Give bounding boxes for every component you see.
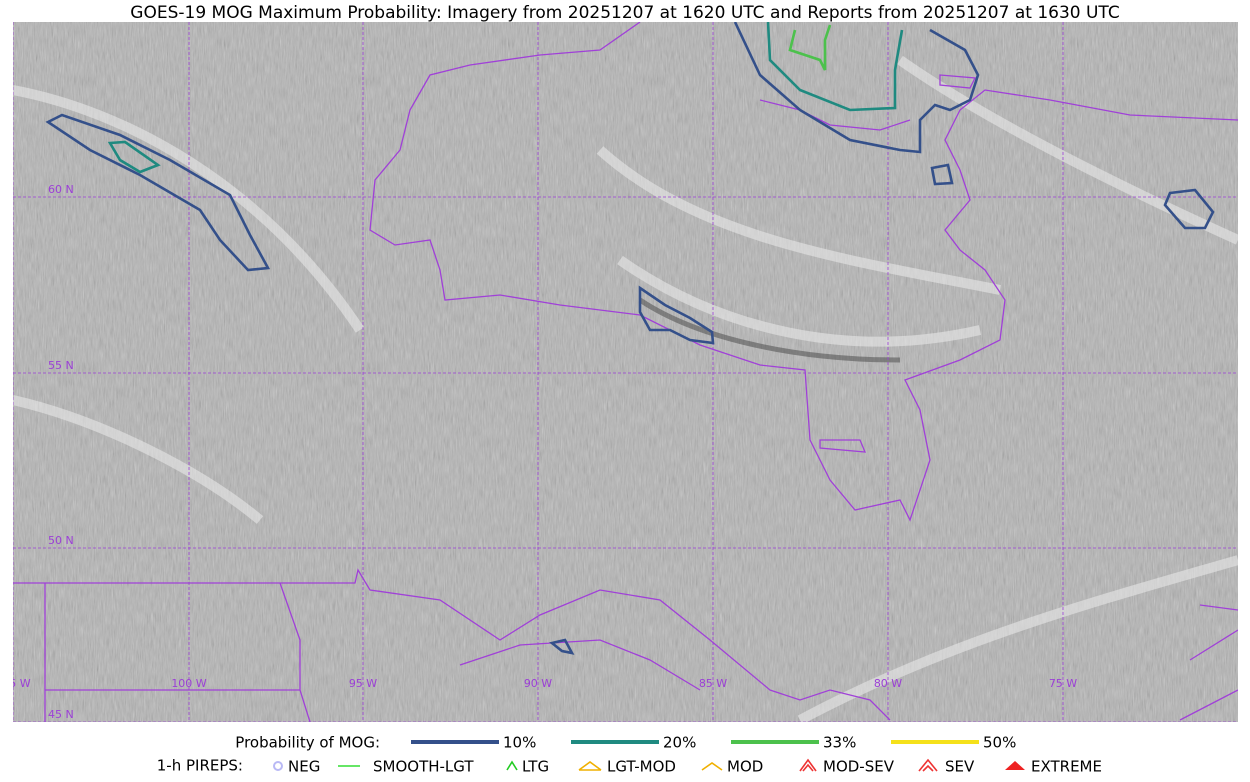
pirep-icon	[273, 761, 283, 771]
contour-10	[638, 285, 715, 345]
pirep-icon	[799, 758, 817, 772]
lat-label: 50 N	[48, 534, 74, 547]
legend: Probability of MOG: 10% 20% 33% 50% 1-h PIREP…	[157, 734, 1102, 776]
coastlines	[13, 22, 1238, 722]
title: GOES-19 MOG Maximum Probability: Imagery…	[130, 3, 1119, 23]
lon-label: 100 W	[171, 677, 206, 690]
contour-33	[788, 24, 832, 71]
coastline	[369, 22, 1238, 522]
contour-20	[107, 140, 161, 174]
legend-label: MOD	[727, 758, 763, 776]
pirep-icon	[506, 760, 518, 771]
lat-label: 55 N	[48, 359, 74, 372]
legend-label: NEG	[288, 758, 320, 776]
pirep-icon	[1005, 761, 1025, 770]
probability-contours	[45, 22, 1215, 655]
contour-10	[733, 22, 980, 154]
legend-label: 50%	[983, 734, 1016, 752]
pirep-icon	[578, 761, 602, 771]
coastline	[759, 74, 977, 453]
legend-label: 10%	[503, 734, 536, 752]
legend-label: EXTREME	[1031, 758, 1102, 776]
legend-label: MOD-SEV	[823, 758, 895, 776]
legend-heading: 1-h PIREPS:	[157, 757, 243, 775]
legend-label: 20%	[663, 734, 696, 752]
legend-label: SMOOTH-LGT	[373, 758, 474, 776]
lon-label: 105 W	[0, 677, 31, 690]
lon-label: 90 W	[524, 677, 552, 690]
map: 60 N 55 N 50 N 45 N 105 W 100 W 95 W 90 W 85 W 80…	[0, 22, 1238, 722]
contour-10	[549, 638, 575, 655]
legend-label: SEV	[945, 758, 975, 776]
contour-10	[45, 113, 271, 272]
pirep-icon	[701, 762, 723, 771]
lon-label: 85 W	[699, 677, 727, 690]
lon-label: 75 W	[1049, 677, 1077, 690]
cloud-band	[13, 55, 1238, 722]
pirep-icon	[918, 758, 938, 772]
contour-20	[766, 22, 904, 112]
lon-label: 80 W	[874, 677, 902, 690]
contour-10	[930, 163, 954, 186]
legend-label: LTG	[522, 758, 549, 776]
legend-heading: Probability of MOG:	[235, 734, 380, 752]
border	[13, 568, 1238, 722]
legend-label: LGT-MOD	[607, 758, 676, 776]
lon-label: 95 W	[349, 677, 377, 690]
graticule	[13, 22, 1238, 722]
map-labels: 60 N 55 N 50 N 45 N 105 W 100 W 95 W 90 W 85 W 80…	[0, 183, 1077, 721]
lat-label: 45 N	[48, 708, 74, 721]
contour-10	[1163, 188, 1215, 230]
legend-label: 33%	[823, 734, 856, 752]
cloud-shadow	[638, 297, 901, 363]
lat-label: 60 N	[48, 183, 74, 196]
